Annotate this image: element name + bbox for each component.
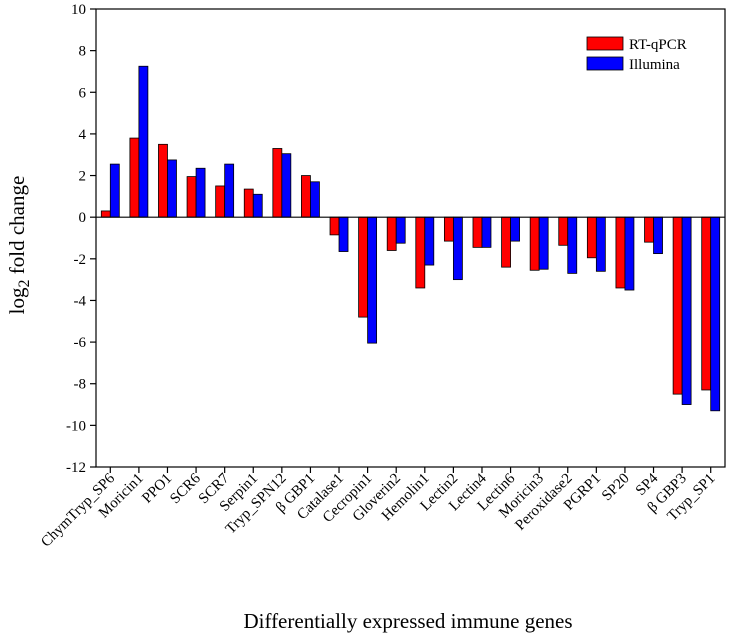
bar-illumina-2 [138, 65, 149, 218]
plot-frame [95, 8, 726, 468]
y-tick-label: -2 [74, 252, 87, 268]
legend-swatch-rt-qpcr [586, 36, 624, 51]
bar-illumina-18 [595, 216, 606, 272]
bar-rt-qpcr-20 [644, 216, 654, 243]
y-tick-label: -10 [66, 418, 86, 434]
y-tick-label: -8 [74, 377, 87, 393]
bar-illumina-17 [567, 216, 578, 274]
y-tick-label: -6 [74, 335, 87, 351]
y-tick-label: 10 [71, 2, 86, 18]
bar-illumina-9 [338, 216, 349, 252]
bar-rt-qpcr-21 [672, 216, 683, 395]
bar-rt-qpcr-12 [415, 216, 426, 289]
bar-illumina-13 [452, 216, 463, 281]
bar-illumina-12 [424, 216, 435, 266]
bar-rt-qpcr-14 [472, 216, 483, 248]
bar-illumina-20 [653, 216, 663, 255]
bar-rt-qpcr-13 [443, 216, 454, 242]
bars [100, 65, 721, 412]
bar-rt-qpcr-5 [215, 185, 226, 218]
bar-rt-qpcr-11 [386, 216, 397, 251]
y-tick-label: 8 [79, 44, 87, 60]
bar-rt-qpcr-4 [186, 176, 197, 218]
bar-illumina-16 [538, 216, 549, 270]
bar-rt-qpcr-16 [529, 216, 540, 271]
legend: RT-qPCR Illumina [586, 36, 687, 73]
bar-illumina-10 [367, 216, 378, 344]
bar-rt-qpcr-19 [615, 216, 626, 289]
legend-label-rt-qpcr: RT-qPCR [629, 37, 687, 53]
bar-rt-qpcr-22 [701, 216, 712, 391]
category-label: SCR6 [167, 470, 204, 507]
y-tick-label: 6 [79, 85, 87, 101]
y-axis-title: log2 fold change [5, 176, 33, 315]
category-label: PPO1 [139, 471, 175, 507]
y-axis-title-prefix: log [5, 287, 29, 314]
legend-swatch-illumina [586, 56, 624, 71]
bar-illumina-3 [167, 159, 177, 218]
y-tick-label: 2 [79, 169, 87, 185]
bar-rt-qpcr-1 [100, 210, 111, 218]
y-axis-title-suffix: fold change [5, 176, 29, 280]
bar-illumina-6 [252, 193, 263, 218]
legend-label-illumina: Illumina [629, 57, 680, 73]
bar-illumina-11 [395, 216, 406, 244]
bar-rt-qpcr-9 [329, 216, 340, 236]
bar-rt-qpcr-15 [501, 216, 511, 268]
bar-rt-qpcr-18 [586, 216, 597, 259]
bar-illumina-5 [224, 163, 235, 218]
bar-rt-qpcr-7 [272, 148, 283, 218]
bar-rt-qpcr-10 [358, 216, 369, 318]
y-tick-label: 0 [79, 210, 87, 226]
bar-illumina-7 [281, 153, 292, 218]
bar-illumina-19 [624, 216, 635, 291]
category-label: SP20 [599, 471, 633, 505]
bar-rt-qpcr-8 [301, 175, 311, 218]
bar-rt-qpcr-3 [158, 143, 168, 218]
category-labels: ChymTryp_SP6Moricin1PPO1SCR6SCR7Serpin1T… [38, 470, 718, 550]
bar-illumina-21 [681, 216, 692, 405]
bar-rt-qpcr-6 [243, 188, 254, 218]
bar-illumina-4 [195, 167, 206, 218]
bar-rt-qpcr-2 [129, 137, 140, 218]
bar-rt-qpcr-17 [558, 216, 569, 246]
y-tick-label: 4 [79, 127, 87, 143]
y-tick-label: -12 [66, 460, 86, 476]
y-tick-label: -4 [74, 293, 87, 309]
bar-illumina-14 [481, 216, 492, 248]
axes: 10 8 6 4 2 0 -2 -4 -6 -8 -10 -12 [66, 2, 726, 476]
x-axis-title: Differentially expressed immune genes [243, 609, 572, 633]
bar-illumina-22 [710, 216, 721, 412]
y-axis-title-subscript: 2 [16, 279, 33, 287]
bar-illumina-15 [510, 216, 520, 242]
bar-illumina-1 [109, 163, 120, 218]
bar-illumina-8 [310, 181, 320, 218]
